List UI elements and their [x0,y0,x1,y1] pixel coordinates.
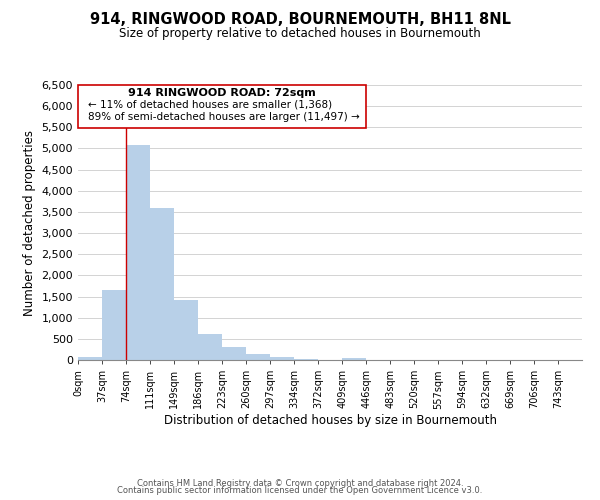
Text: ← 11% of detached houses are smaller (1,368): ← 11% of detached houses are smaller (1,… [88,100,332,110]
Bar [343,358,366,360]
Bar [150,208,173,360]
Text: Contains public sector information licensed under the Open Government Licence v3: Contains public sector information licen… [118,486,482,495]
FancyBboxPatch shape [78,85,366,128]
X-axis label: Distribution of detached houses by size in Bournemouth: Distribution of detached houses by size … [163,414,497,427]
Bar [102,290,126,360]
Y-axis label: Number of detached properties: Number of detached properties [23,130,36,316]
Bar [198,334,222,360]
Bar [126,145,149,360]
Bar [246,354,270,360]
Text: Contains HM Land Registry data © Crown copyright and database right 2024.: Contains HM Land Registry data © Crown c… [137,478,463,488]
Bar [270,356,294,360]
Bar [222,348,246,360]
Bar [175,300,198,360]
Text: Size of property relative to detached houses in Bournemouth: Size of property relative to detached ho… [119,28,481,40]
Text: 89% of semi-detached houses are larger (11,497) →: 89% of semi-detached houses are larger (… [88,112,359,122]
Text: 914 RINGWOOD ROAD: 72sqm: 914 RINGWOOD ROAD: 72sqm [128,88,316,98]
Bar [78,357,102,360]
Text: 914, RINGWOOD ROAD, BOURNEMOUTH, BH11 8NL: 914, RINGWOOD ROAD, BOURNEMOUTH, BH11 8N… [89,12,511,28]
Bar [294,358,317,360]
